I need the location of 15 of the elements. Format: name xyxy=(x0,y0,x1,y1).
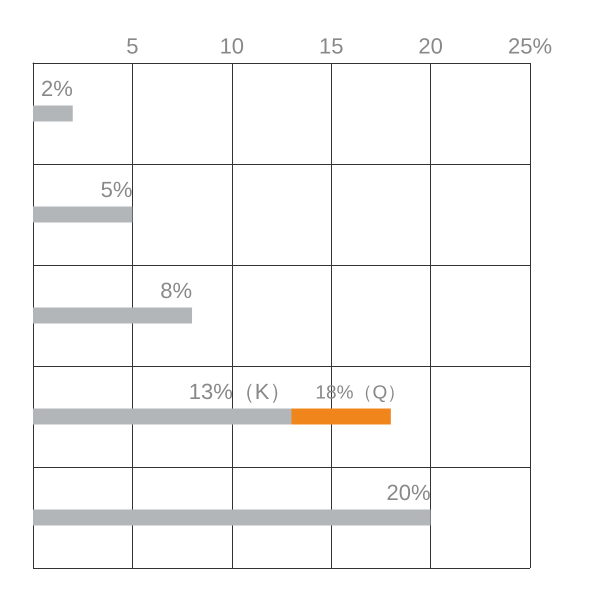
x-tick-label: 15 xyxy=(318,34,344,58)
data-label: 13%（K） xyxy=(188,379,292,404)
bar xyxy=(33,206,132,222)
data-label: 8% xyxy=(160,278,192,303)
data-label: 2% xyxy=(40,76,73,101)
bar xyxy=(33,510,431,526)
bar xyxy=(33,106,73,122)
x-tick-label: 5 xyxy=(126,34,139,58)
bar xyxy=(33,308,192,324)
x-tick-label: 25% xyxy=(508,34,552,58)
x-tick-label: 10 xyxy=(220,34,244,58)
data-label: 20% xyxy=(386,480,431,505)
x-tick-label: 20 xyxy=(418,34,443,58)
bar xyxy=(33,408,292,424)
data-label: 5% xyxy=(100,177,132,202)
